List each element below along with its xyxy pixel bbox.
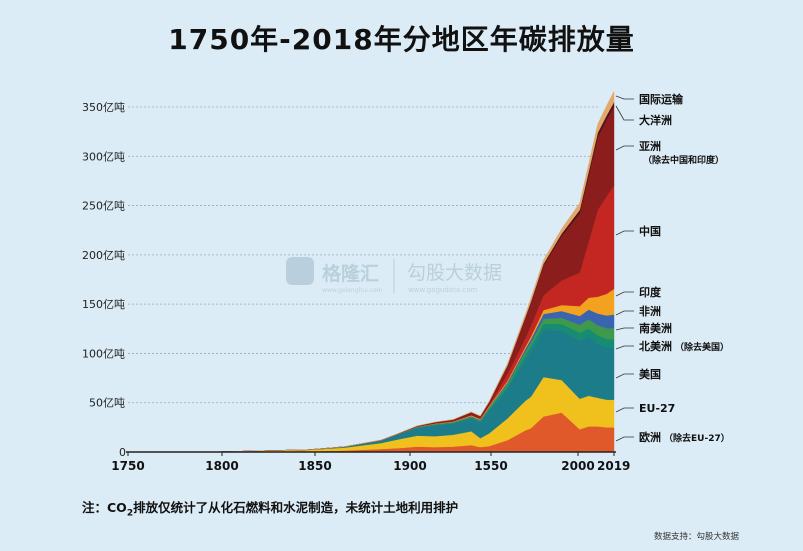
legend-label: 大洋洲 (639, 113, 672, 127)
legend-label: 印度 (639, 285, 662, 299)
y-tick-label: 100亿吨 (82, 347, 125, 360)
legend-leader-line (615, 407, 634, 413)
legend-leader-line (615, 95, 634, 100)
legend-label: 欧洲 (639, 430, 661, 444)
legend-leader-line (615, 310, 634, 316)
legend-leader-lines (615, 95, 634, 442)
legend-label: 北美洲 (639, 339, 672, 353)
legend-label: 中国 (639, 224, 661, 238)
x-tick-label: 1550 (474, 459, 507, 473)
legend-leader-line (615, 373, 634, 379)
y-axis: 0 50亿吨 100亿吨 150亿吨 200亿吨 250亿吨 300亿吨 350亿吨 (82, 101, 126, 459)
legend-leader-line (615, 345, 634, 350)
legend-leader-line (615, 145, 634, 151)
x-tick-label: 2000 (561, 459, 594, 473)
footnote-prefix: 注：CO (82, 500, 127, 515)
watermark-partner-url: www.gogudata.com (408, 286, 477, 294)
legend-label: EU-27 (639, 402, 675, 415)
legend-label: 美国 (639, 367, 661, 381)
legend-leader-line (615, 436, 634, 442)
footnote-subscript: 2 (126, 508, 134, 519)
area-series-band (127, 91, 615, 453)
watermark-partner: 勾股大数据 (407, 262, 502, 284)
y-tick-label: 200亿吨 (82, 249, 125, 262)
legend-sublabel: （除去中国和印度） (643, 154, 724, 166)
legend-leader-line (615, 230, 634, 236)
y-tick-label: 0 (119, 446, 126, 459)
y-tick-label: 300亿吨 (82, 150, 125, 163)
x-tick-label: 1800 (205, 459, 238, 473)
legend-label: 南美洲 (639, 321, 672, 335)
y-tick-label: 350亿吨 (82, 101, 125, 114)
footnote-text: 排放仅统计了从化石燃料和水泥制造，未统计土地利用排护 (133, 500, 459, 515)
watermark-logo-icon (286, 257, 314, 285)
x-tick-label: 1900 (393, 459, 426, 473)
x-axis: 1750 1800 1850 1900 1550 2000 2019 (111, 451, 630, 473)
legend-sublabel: （除去EU-27） (664, 432, 730, 444)
legend-label: 非洲 (639, 304, 661, 318)
y-tick-label: 150亿吨 (82, 298, 125, 311)
legend-label: 亚洲 (639, 140, 661, 153)
x-tick-label: 1850 (298, 459, 331, 473)
x-tick-label: 1750 (111, 459, 144, 473)
watermark-brand: 格隆汇 (322, 262, 379, 285)
y-tick-label: 50亿吨 (89, 397, 125, 410)
legend-leader-line (615, 105, 634, 121)
footnote: 注：CO2排放仅统计了从化石燃料和水泥制造，未统计土地利用排护 (82, 497, 458, 519)
x-tick-label: 2019 (597, 459, 630, 473)
data-source: 数据支持：勾股大数据 (654, 532, 740, 542)
legend-leader-line (615, 291, 634, 297)
chart-title: 1750年-2018年分地区年碳排放量 (168, 23, 635, 56)
area-series (127, 91, 615, 453)
legend-leader-line (615, 327, 634, 331)
y-tick-label: 250亿吨 (82, 200, 125, 213)
watermark: 格隆汇 www.gelonghui.com 勾股大数据 www.gogudata… (286, 257, 502, 294)
legend-sublabel: （除去美国） (675, 341, 729, 353)
legend-label: 国际运输 (639, 92, 684, 106)
watermark-brand-url: www.gelonghui.com (322, 287, 383, 294)
